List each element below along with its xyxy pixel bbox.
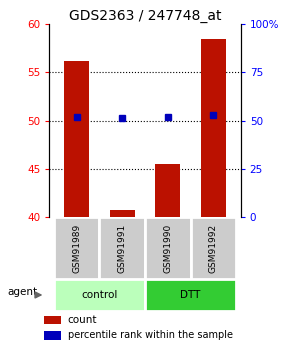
Bar xyxy=(44,331,61,340)
Bar xyxy=(145,217,191,279)
Text: DTT: DTT xyxy=(180,290,201,300)
Bar xyxy=(99,217,145,279)
Text: agent: agent xyxy=(8,287,37,297)
Text: GSM91991: GSM91991 xyxy=(118,224,127,273)
Title: GDS2363 / 247748_at: GDS2363 / 247748_at xyxy=(69,9,221,23)
Bar xyxy=(201,39,226,217)
Bar xyxy=(54,217,99,279)
Text: GSM91992: GSM91992 xyxy=(209,224,218,273)
Text: percentile rank within the sample: percentile rank within the sample xyxy=(68,331,233,340)
Bar xyxy=(44,316,61,324)
Bar xyxy=(191,217,236,279)
Bar xyxy=(145,279,236,311)
Bar xyxy=(64,61,89,217)
Bar xyxy=(110,210,135,217)
Bar xyxy=(155,164,180,217)
Bar xyxy=(54,279,145,311)
Text: GSM91990: GSM91990 xyxy=(163,224,172,273)
Text: control: control xyxy=(81,290,118,300)
Text: GSM91989: GSM91989 xyxy=(72,224,81,273)
Text: count: count xyxy=(68,315,97,325)
